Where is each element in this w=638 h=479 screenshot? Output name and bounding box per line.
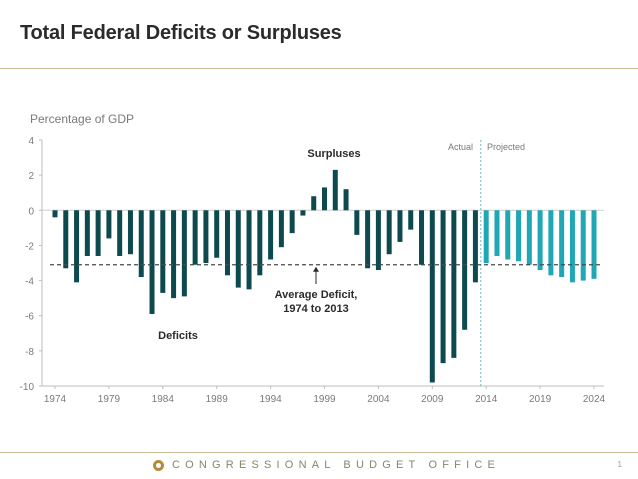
x-tick-label: 1974	[44, 394, 67, 405]
bar-2000	[332, 169, 338, 211]
bar-1981	[127, 210, 133, 255]
y-tick-label: -10	[20, 382, 35, 393]
bar-1999	[322, 187, 327, 211]
bar-1998	[311, 196, 317, 211]
page-number: 1	[617, 460, 622, 469]
y-tick-label: -4	[25, 277, 34, 288]
bar-2002	[354, 210, 360, 235]
annotation-actual: Actual	[448, 142, 473, 152]
bar-2008	[419, 210, 425, 265]
y-axis-label: Percentage of GDP	[30, 112, 134, 126]
y-tick-label: 2	[28, 171, 34, 182]
bar-2011	[451, 210, 457, 358]
x-tick-label: 1999	[313, 394, 336, 405]
bar-1991	[235, 210, 241, 288]
x-tick-label: 2014	[475, 394, 498, 405]
bar-2022	[569, 210, 575, 283]
bar-1985	[171, 210, 177, 299]
bar-2015	[494, 210, 500, 256]
x-tick-label: 2009	[421, 394, 444, 405]
deficit-bar-chart: Percentage of GDP Surpluses Deficits Act…	[20, 112, 606, 405]
bar-2023	[580, 210, 586, 281]
bar-1988	[203, 210, 209, 263]
x-tick-label: 1979	[98, 394, 121, 405]
average-arrow-head	[313, 266, 319, 272]
bar-2009	[429, 210, 435, 383]
bar-2005	[386, 210, 392, 255]
x-tick-label: 1994	[259, 394, 282, 405]
bar-2017	[516, 210, 522, 262]
bar-1984	[160, 210, 166, 293]
average-label-line2: 1974 to 2013	[283, 303, 348, 315]
bar-1977	[84, 210, 90, 256]
y-tick-label: 4	[28, 136, 34, 147]
y-tick-label: -8	[25, 347, 34, 358]
title-divider	[0, 68, 638, 69]
cbo-seal-icon	[153, 460, 164, 471]
bar-2021	[559, 210, 565, 278]
footer-divider	[0, 452, 638, 453]
footer-org-name: CONGRESSIONAL BUDGET OFFICE	[172, 459, 501, 471]
bar-1990	[224, 210, 230, 276]
bar-2016	[505, 210, 511, 260]
bar-1982	[138, 210, 144, 278]
bar-1994	[268, 210, 274, 260]
bar-1976	[74, 210, 80, 283]
bar-2007	[408, 210, 414, 230]
y-tick-label: -6	[25, 312, 34, 323]
bar-1978	[95, 210, 101, 256]
bar-2006	[397, 210, 403, 242]
y-tick-label: -2	[25, 241, 34, 252]
bar-2001	[343, 189, 349, 211]
bar-2019	[537, 210, 543, 271]
bar-1995	[278, 210, 284, 248]
bar-1979	[106, 210, 112, 239]
bar-1992	[246, 210, 252, 290]
bar-1974	[52, 210, 58, 218]
bar-2004	[375, 210, 381, 271]
annotation-projected: Projected	[487, 142, 525, 152]
x-tick-label: 2024	[583, 394, 606, 405]
y-tick-label: 0	[28, 206, 34, 217]
x-tick-label: 1984	[152, 394, 175, 405]
x-tick-label: 1989	[206, 394, 229, 405]
bar-1986	[181, 210, 187, 297]
slide-title: Total Federal Deficits or Surpluses	[20, 22, 342, 44]
annotation-surpluses: Surpluses	[307, 148, 360, 160]
bar-1989	[214, 210, 220, 258]
bar-1993	[257, 210, 263, 276]
bar-1987	[192, 210, 198, 265]
bar-2012	[462, 210, 468, 330]
footer: CONGRESSIONAL BUDGET OFFICE 1	[0, 459, 638, 475]
bar-2024	[591, 210, 597, 279]
bar-2010	[440, 210, 446, 364]
bar-2020	[548, 210, 554, 276]
bar-1997	[300, 210, 306, 216]
bar-2018	[526, 210, 532, 265]
average-label-line1: Average Deficit,	[275, 289, 358, 301]
bar-1975	[63, 210, 69, 269]
x-tick-label: 2004	[367, 394, 390, 405]
bar-1983	[149, 210, 155, 314]
bar-2013	[472, 210, 478, 283]
bar-1996	[289, 210, 295, 234]
bar-2003	[365, 210, 371, 269]
bar-2014	[483, 210, 489, 263]
bar-1980	[117, 210, 123, 256]
annotation-deficits: Deficits	[158, 330, 198, 342]
x-tick-label: 2019	[529, 394, 552, 405]
